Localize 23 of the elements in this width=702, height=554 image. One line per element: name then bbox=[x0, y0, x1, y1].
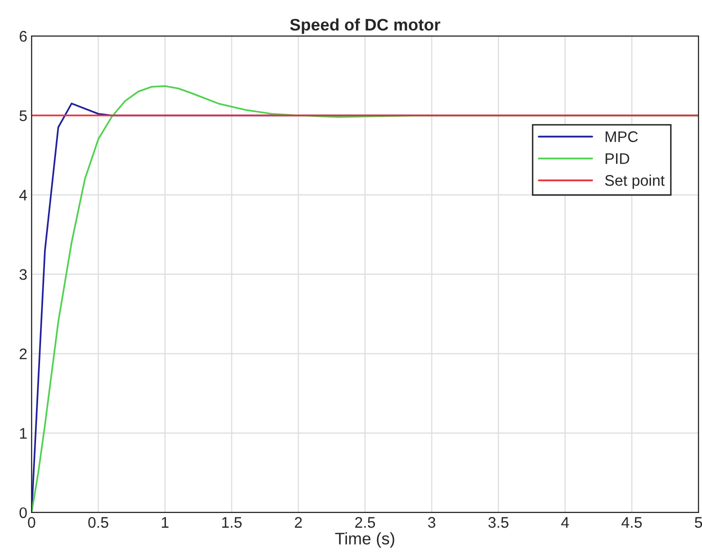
x-axis-title: Time (s) bbox=[335, 532, 394, 548]
x-tick-label: 0 bbox=[28, 517, 36, 528]
x-tick-label: 4 bbox=[561, 517, 569, 528]
y-tick-label: 5 bbox=[20, 110, 27, 122]
legend-label: Set point bbox=[605, 174, 665, 189]
y-tick-label: 6 bbox=[20, 30, 27, 42]
x-tick-label: 5 bbox=[694, 517, 702, 528]
x-tick-label: 1 bbox=[162, 517, 168, 528]
chart-title: Speed of DC motor bbox=[290, 18, 440, 34]
y-tick-label: 3 bbox=[20, 269, 27, 280]
legend-label: MPC bbox=[606, 131, 638, 142]
legend-label: PID bbox=[606, 153, 630, 164]
x-tick-label: 3 bbox=[428, 517, 436, 528]
y-tick-label: 0 bbox=[20, 507, 27, 518]
x-tick-label: 2 bbox=[294, 517, 302, 528]
y-tick-label: 4 bbox=[19, 190, 27, 200]
y-tick-label: 1 bbox=[20, 428, 27, 439]
x-tick-label: 0.5 bbox=[88, 517, 108, 528]
y-tick-label: 2 bbox=[20, 348, 27, 360]
x-tick-label: 2.5 bbox=[355, 517, 376, 528]
x-tick-label: 3.5 bbox=[488, 517, 508, 528]
x-tick-label: 1.5 bbox=[222, 517, 242, 528]
x-tick-label: 4.5 bbox=[622, 517, 642, 528]
